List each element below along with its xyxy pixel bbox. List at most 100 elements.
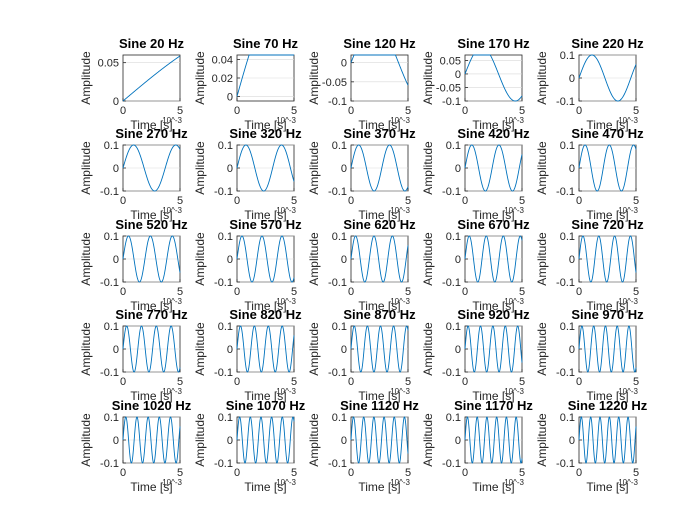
y-axis-label: Amplitude bbox=[193, 322, 207, 376]
y-tick-label: -0.1 bbox=[442, 458, 461, 470]
x-tick-label: 0 bbox=[234, 467, 240, 479]
y-tick-label: 0 bbox=[341, 254, 347, 266]
y-tick-label: -0.1 bbox=[100, 277, 119, 289]
subplot-title: Sine 1120 Hz bbox=[340, 398, 419, 413]
y-tick-label: 0.05 bbox=[98, 58, 119, 70]
x-tick-label: 5 bbox=[519, 286, 525, 298]
x-axis-exponent: 10^-3 bbox=[390, 206, 410, 215]
y-axis-label: Amplitude bbox=[535, 232, 549, 286]
y-tick-label: 0.1 bbox=[560, 140, 575, 152]
y-axis-label: Amplitude bbox=[79, 322, 93, 376]
y-axis-label: Amplitude bbox=[307, 141, 321, 195]
x-axis-label: Time [s] bbox=[586, 208, 628, 222]
sine-series-line bbox=[236, 54, 294, 97]
sine-series-line bbox=[464, 54, 523, 102]
subplot-title: Sine 570 Hz bbox=[229, 217, 302, 232]
subplot-title: Sine 1020 Hz bbox=[112, 398, 192, 413]
y-tick-label: 0 bbox=[227, 254, 233, 266]
y-tick-label: 0 bbox=[113, 96, 119, 108]
y-tick-label: 0 bbox=[569, 163, 575, 175]
x-axis-label: Time [s] bbox=[358, 299, 400, 313]
y-tick-label: -0.1 bbox=[556, 96, 575, 108]
y-axis-label: Amplitude bbox=[307, 51, 321, 105]
x-tick-label: 5 bbox=[519, 467, 525, 479]
x-axis-label: Time [s] bbox=[586, 299, 628, 313]
x-axis-exponent: 10^-3 bbox=[276, 116, 296, 125]
x-tick-label: 0 bbox=[576, 376, 582, 388]
sine-series-line bbox=[350, 325, 409, 373]
y-tick-label: -0.1 bbox=[100, 186, 119, 198]
sine-series-line bbox=[350, 235, 409, 283]
x-tick-label: 5 bbox=[291, 467, 297, 479]
x-tick-label: 0 bbox=[462, 376, 468, 388]
x-tick-label: 5 bbox=[177, 105, 183, 117]
x-axis-exponent: 10^-3 bbox=[162, 206, 182, 215]
y-tick-label: -0.1 bbox=[556, 458, 575, 470]
sine-series-line bbox=[464, 416, 523, 464]
sine-series-line bbox=[122, 55, 181, 102]
x-tick-label: 5 bbox=[633, 105, 639, 117]
x-tick-label: 0 bbox=[348, 376, 354, 388]
x-tick-label: 0 bbox=[234, 286, 240, 298]
subplot-title: Sine 820 Hz bbox=[229, 307, 302, 322]
x-axis-label: Time [s] bbox=[358, 118, 400, 132]
x-tick-label: 0 bbox=[234, 195, 240, 207]
subplot-title: Sine 470 Hz bbox=[571, 126, 644, 141]
y-axis-label: Amplitude bbox=[535, 141, 549, 195]
x-tick-label: 0 bbox=[348, 105, 354, 117]
y-tick-label: -0.1 bbox=[100, 367, 119, 379]
y-tick-label: -0.1 bbox=[328, 96, 347, 108]
y-tick-label: 0 bbox=[569, 73, 575, 85]
subplot-title: Sine 770 Hz bbox=[115, 307, 188, 322]
y-tick-label: -0.1 bbox=[556, 367, 575, 379]
sine-series-line bbox=[122, 235, 181, 283]
y-tick-label: -0.1 bbox=[214, 367, 233, 379]
subplot-title: Sine 870 Hz bbox=[343, 307, 416, 322]
subplot-title: Sine 620 Hz bbox=[343, 217, 416, 232]
y-tick-label: -0.1 bbox=[328, 277, 347, 289]
x-tick-label: 5 bbox=[633, 195, 639, 207]
x-tick-label: 0 bbox=[234, 376, 240, 388]
x-axis-exponent: 10^-3 bbox=[162, 478, 182, 487]
subplot-70hz: 0 0.02 0.04 0 5 Sine 70 Hz Time [s]10^-3 Amplit… bbox=[193, 36, 299, 132]
x-tick-label: 5 bbox=[633, 467, 639, 479]
y-axis-label: Amplitude bbox=[307, 232, 321, 286]
sine-series-line bbox=[578, 235, 637, 283]
y-tick-label: -0.1 bbox=[328, 186, 347, 198]
x-axis-label: Time [s] bbox=[586, 118, 628, 132]
subplot-title: Sine 70 Hz bbox=[233, 36, 299, 51]
y-tick-label: 0.1 bbox=[446, 140, 461, 152]
y-axis-label: Amplitude bbox=[421, 322, 435, 376]
y-axis-label: Amplitude bbox=[79, 413, 93, 467]
sine-series-line bbox=[578, 416, 637, 464]
sine-series-line bbox=[464, 235, 523, 283]
sine-series-line bbox=[464, 325, 523, 373]
sine-series-line bbox=[578, 144, 637, 192]
x-axis-exponent: 10^-3 bbox=[162, 116, 182, 125]
x-tick-label: 5 bbox=[291, 376, 297, 388]
y-tick-label: 0 bbox=[341, 435, 347, 447]
x-axis-exponent: 10^-3 bbox=[618, 206, 638, 215]
y-tick-label: 0 bbox=[455, 435, 461, 447]
y-tick-label: 0.1 bbox=[560, 231, 575, 243]
y-tick-label: -0.1 bbox=[556, 186, 575, 198]
x-tick-label: 5 bbox=[177, 467, 183, 479]
x-tick-label: 5 bbox=[633, 286, 639, 298]
subplot-title: Sine 20 Hz bbox=[119, 36, 185, 51]
y-tick-label: 0 bbox=[455, 344, 461, 356]
x-axis-label: Time [s] bbox=[472, 389, 514, 403]
